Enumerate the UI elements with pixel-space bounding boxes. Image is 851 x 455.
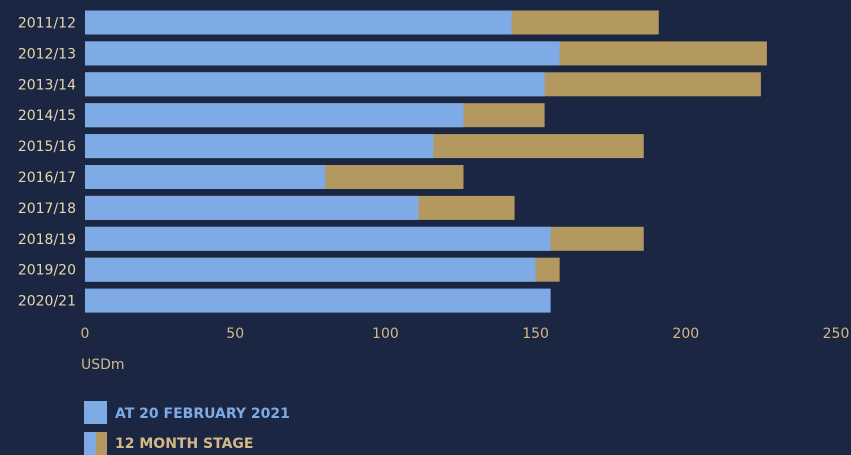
category-label: 2015/16 bbox=[18, 139, 76, 155]
bar-at-20-february bbox=[85, 10, 512, 35]
bar-at-20-february bbox=[85, 195, 419, 220]
bar-at-20-february bbox=[85, 165, 326, 189]
bar-at-20-february bbox=[85, 257, 536, 282]
category-label: 2020/21 bbox=[18, 294, 76, 310]
x-tick-label: 150 bbox=[522, 326, 549, 342]
x-axis-unit-label: USDm bbox=[81, 357, 125, 373]
legend-swatch-at-20-february bbox=[84, 401, 107, 424]
legend-label-at-20-february: AT 20 FEBRUARY 2021 bbox=[115, 406, 290, 422]
legend-swatch-12-month-b bbox=[96, 432, 107, 455]
x-tick-label: 50 bbox=[226, 326, 244, 342]
category-label: 2012/13 bbox=[18, 46, 76, 62]
x-tick-label: 250 bbox=[823, 326, 850, 342]
legend-swatch-12-month-a bbox=[84, 432, 96, 455]
bar-at-20-february bbox=[85, 103, 464, 128]
x-tick-label: 0 bbox=[81, 326, 90, 342]
bar-at-20-february bbox=[85, 226, 551, 251]
legend-label-12-month-stage: 12 MONTH STAGE bbox=[115, 436, 253, 452]
bar-at-20-february bbox=[85, 41, 560, 66]
x-tick-label: 100 bbox=[372, 326, 399, 342]
category-label: 2011/12 bbox=[18, 16, 76, 32]
bar-at-20-february bbox=[85, 134, 434, 159]
x-tick-label: 200 bbox=[672, 326, 699, 342]
category-label: 2016/17 bbox=[18, 170, 76, 186]
category-label: 2019/20 bbox=[18, 263, 76, 279]
category-label: 2014/15 bbox=[18, 108, 76, 124]
bar-at-20-february bbox=[85, 288, 551, 313]
category-label: 2017/18 bbox=[18, 201, 76, 217]
category-label: 2013/14 bbox=[18, 77, 76, 93]
bar-at-20-february bbox=[85, 72, 545, 97]
category-label: 2018/19 bbox=[18, 232, 76, 248]
